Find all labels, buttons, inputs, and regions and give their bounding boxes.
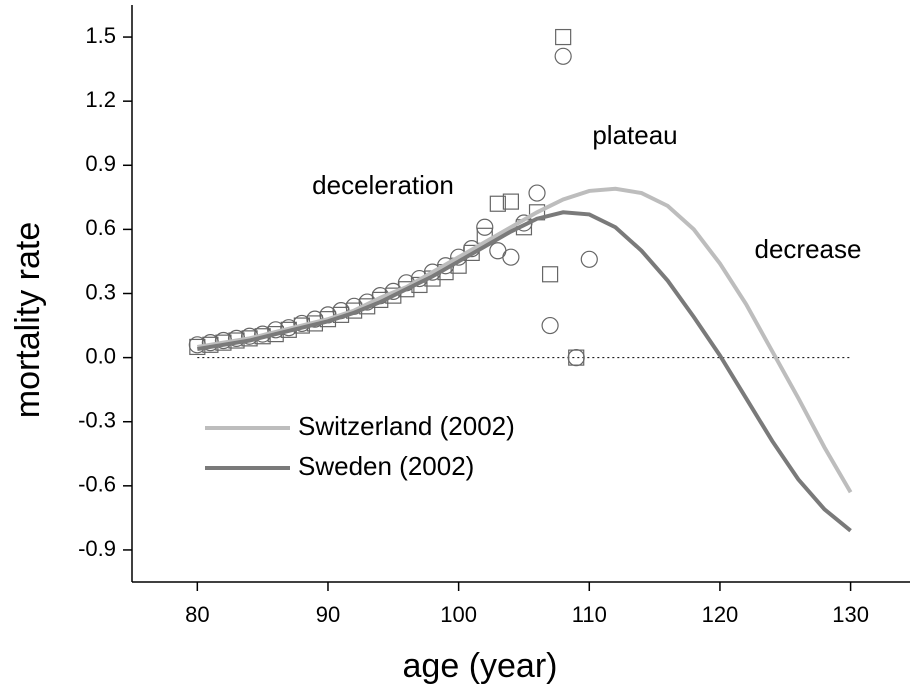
annotation: plateau (592, 120, 677, 150)
annotation: decrease (755, 234, 862, 264)
x-tick-label: 110 (572, 602, 607, 627)
line (197, 210, 852, 533)
square-point (555, 28, 572, 46)
circle-point (554, 47, 572, 65)
x-tick-label: 90 (316, 602, 340, 627)
line (197, 186, 853, 494)
circle-point (528, 184, 546, 202)
annotation: deceleration (312, 170, 454, 200)
circle-point (580, 250, 598, 268)
y-tick-label: -0.6 (78, 472, 116, 497)
y-tick-label: 0.3 (85, 279, 116, 304)
y-tick-label: -0.9 (78, 536, 116, 561)
circle-point (502, 248, 520, 266)
square-point (489, 195, 506, 212)
circle-point (567, 349, 585, 367)
y-tick-label: 0.6 (85, 215, 116, 240)
y-tick-label: 1.5 (85, 23, 116, 48)
x-axis-label: age (year) (403, 647, 558, 685)
x-tick-label: 120 (702, 602, 739, 627)
legend-label: Sweden (2002) (298, 451, 474, 481)
circle-point (476, 218, 494, 236)
legend-label: Switzerland (2002) (298, 411, 515, 441)
x-tick-label: 130 (832, 602, 869, 627)
square-point (502, 193, 519, 210)
x-tick-label: 80 (185, 602, 209, 627)
y-tick-label: 0.0 (85, 343, 116, 368)
x-tick-label: 100 (440, 602, 477, 627)
circle-point (541, 316, 559, 335)
y-tick-label: -0.3 (78, 408, 116, 433)
square-point (541, 266, 559, 283)
y-axis-label: mortality rate (9, 222, 47, 419)
y-tick-label: 1.2 (85, 87, 116, 112)
y-tick-label: 0.9 (85, 151, 116, 176)
